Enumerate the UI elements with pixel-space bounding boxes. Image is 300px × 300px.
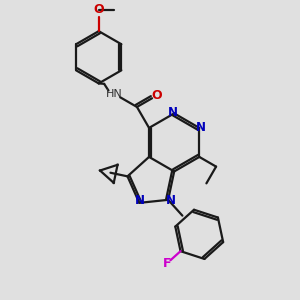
Text: O: O: [152, 89, 162, 102]
Text: O: O: [93, 3, 104, 16]
Text: N: N: [135, 194, 145, 207]
Text: N: N: [196, 122, 206, 134]
Text: HN: HN: [106, 89, 123, 99]
Text: F: F: [163, 257, 171, 270]
Text: N: N: [168, 106, 178, 119]
Text: N: N: [166, 194, 176, 207]
